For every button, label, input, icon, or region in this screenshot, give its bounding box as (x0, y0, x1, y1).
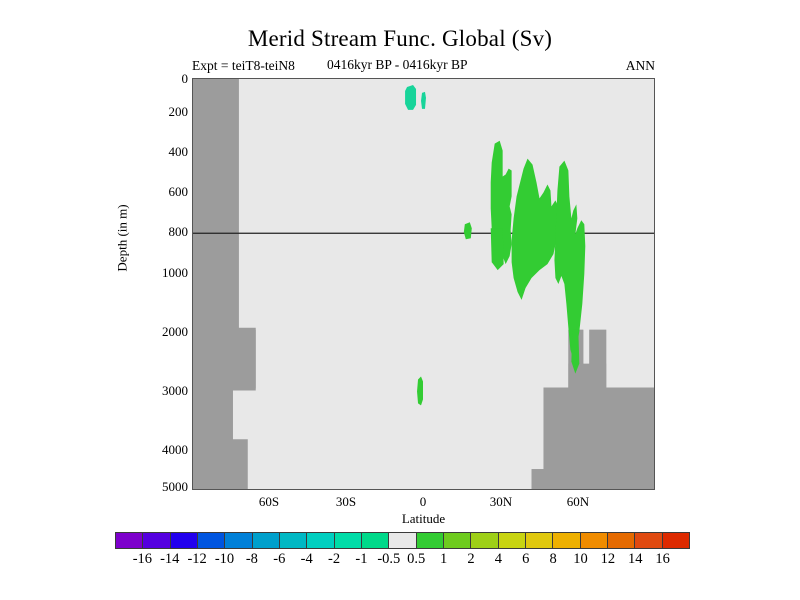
colorbar-cell-13 (471, 533, 499, 548)
experiment-label: Expt = teiT8-teiN8 (192, 58, 295, 73)
colorbar-tick--12: -12 (187, 551, 207, 567)
y-tick-5000: 5000 (162, 479, 188, 494)
season-label: ANN (625, 58, 655, 73)
x-tick-30S: 30S (335, 494, 357, 509)
colorbar-tick-10: 10 (573, 551, 588, 567)
colorbar-cell-19 (635, 533, 663, 548)
colorbar-tick-4: 4 (494, 551, 502, 567)
colorbar-tick-6: 6 (522, 551, 530, 567)
colorbar: -16 -14 -12 -10 -8 -6 -4 -2 -1 -0.5 0.5 1 2 4 6 8 10 12 14… (115, 532, 690, 578)
page-title: Merid Stream Func. Global (Sv) (247, 26, 553, 51)
colorbar-tick-2: 2 (467, 551, 475, 567)
colorbar-cell-12 (443, 533, 472, 548)
contour-west-small-speck (463, 222, 472, 240)
x-tick-60S: 60S (258, 494, 280, 509)
y-tick-0: 0 (181, 71, 189, 86)
x-axis: 60S 30S 0 30N 60N Latitude (192, 492, 655, 532)
colorbar-tick--4: -4 (300, 551, 313, 567)
colorbar-strip (115, 532, 690, 549)
x-tick-30N: 30N (489, 494, 513, 509)
y-tick-400: 400 (168, 144, 189, 159)
colorbar-cell-10 (389, 533, 417, 548)
x-axis-title: Latitude (401, 511, 446, 526)
x-tick-60N: 60N (566, 494, 590, 509)
period-label: 0416kyr BP - 0416kyr BP (327, 57, 468, 72)
colorbar-cell-8 (334, 533, 362, 548)
colorbar-tick--16: -16 (132, 551, 153, 567)
colorbar-cell-2 (170, 533, 198, 548)
y-tick-600: 600 (168, 184, 189, 199)
contour-north-mid-mass (511, 158, 559, 300)
colorbar-cell-4 (225, 533, 253, 548)
y-tick-4000: 4000 (162, 442, 188, 457)
colorbar-cell-7 (307, 533, 335, 548)
colorbar-cell-20 (662, 533, 689, 548)
colorbar-tick--0.5: -0.5 (377, 551, 401, 567)
colorbar-tick-14: 14 (627, 551, 643, 567)
colorbar-ticks: -16 -14 -12 -10 -8 -6 -4 -2 -1 -0.5 0.5 1 2 4 6 8 10 12 14… (115, 551, 690, 571)
plot-area (192, 78, 655, 490)
colorbar-cell-9 (361, 533, 390, 548)
contour-north-descending-finger (554, 160, 586, 360)
contour-north-col-tail (490, 228, 504, 271)
colorbar-tick-16: 16 (655, 551, 670, 567)
y-tick-800: 800 (168, 224, 189, 239)
colorbar-cell-18 (607, 533, 636, 548)
y-axis: Depth (in m) 0 200 400 600 800 1000 2000… (115, 72, 189, 494)
y-tick-1000: 1000 (162, 265, 188, 280)
colorbar-tick--2: -2 (328, 551, 341, 567)
x-tick-0: 0 (419, 494, 427, 509)
colorbar-cell-3 (197, 533, 226, 548)
contour-finger-tip (571, 329, 580, 374)
colorbar-tick--1: -1 (355, 551, 368, 567)
land-mask-south-steps (193, 79, 256, 489)
colorbar-cell-1 (143, 533, 171, 548)
land-mask-north-base (568, 363, 607, 440)
colorbar-tick--8: -8 (245, 551, 258, 567)
y-tick-2000: 2000 (162, 324, 188, 339)
colorbar-cell-5 (252, 533, 280, 548)
stream-function-field (193, 79, 654, 489)
colorbar-cell-11 (416, 533, 444, 548)
colorbar-cell-0 (116, 533, 144, 548)
colorbar-tick--14: -14 (160, 551, 180, 567)
subtitle-row: Expt = teiT8-teiN8 0416kyr BP - 0416kyr … (192, 57, 655, 76)
colorbar-cell-6 (279, 533, 308, 548)
colorbar-tick-12: 12 (600, 551, 616, 567)
colorbar-tick-8: 8 (549, 551, 557, 567)
colorbar-cell-14 (498, 533, 526, 548)
contour-shallow-equator-blob (405, 84, 417, 110)
contour-shallow-equator-sliver (421, 91, 426, 109)
contour-deep-equator-speck (417, 376, 424, 406)
colorbar-cell-15 (525, 533, 554, 548)
colorbar-tick-1: 1 (439, 551, 448, 567)
colorbar-tick-0.5: 0.5 (407, 551, 426, 567)
land-mask-south-lower (193, 388, 248, 489)
colorbar-cell-16 (553, 533, 581, 548)
colorbar-cell-17 (580, 533, 608, 548)
y-tick-200: 200 (168, 104, 189, 119)
colorbar-tick--10: -10 (214, 551, 235, 567)
y-axis-title: Depth (in m) (114, 204, 130, 272)
y-tick-3000: 3000 (162, 383, 188, 398)
colorbar-tick--6: -6 (273, 551, 286, 567)
